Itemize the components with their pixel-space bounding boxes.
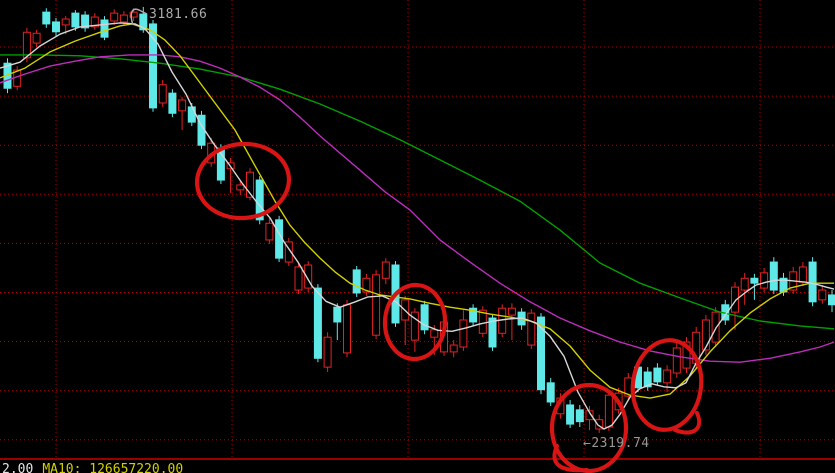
volume-pane-header: 2.00 MA10: 126657220.00 <box>2 462 183 473</box>
ma-line-ma5 <box>0 22 835 430</box>
annotation-layer <box>130 8 704 473</box>
high-point-arrow-icon <box>130 8 148 26</box>
grid-layer <box>0 0 835 459</box>
high-price-label: 3181.66 <box>149 7 208 22</box>
volume-ma5-value: 2.00 <box>2 462 34 473</box>
hand-drawn-circle-tail <box>673 411 702 435</box>
hand-drawn-circle <box>382 282 448 362</box>
moving-averages-layer <box>0 22 835 430</box>
hand-drawn-circle <box>630 338 704 432</box>
volume-ma10-value: MA10: 126657220.00 <box>42 462 184 473</box>
hand-drawn-circle-tail <box>552 444 589 473</box>
low-price-label: ←2319.74 <box>583 436 650 451</box>
hand-drawn-circle <box>194 141 292 221</box>
hand-drawn-circle <box>549 382 629 473</box>
ma-line-ma60 <box>0 54 835 330</box>
